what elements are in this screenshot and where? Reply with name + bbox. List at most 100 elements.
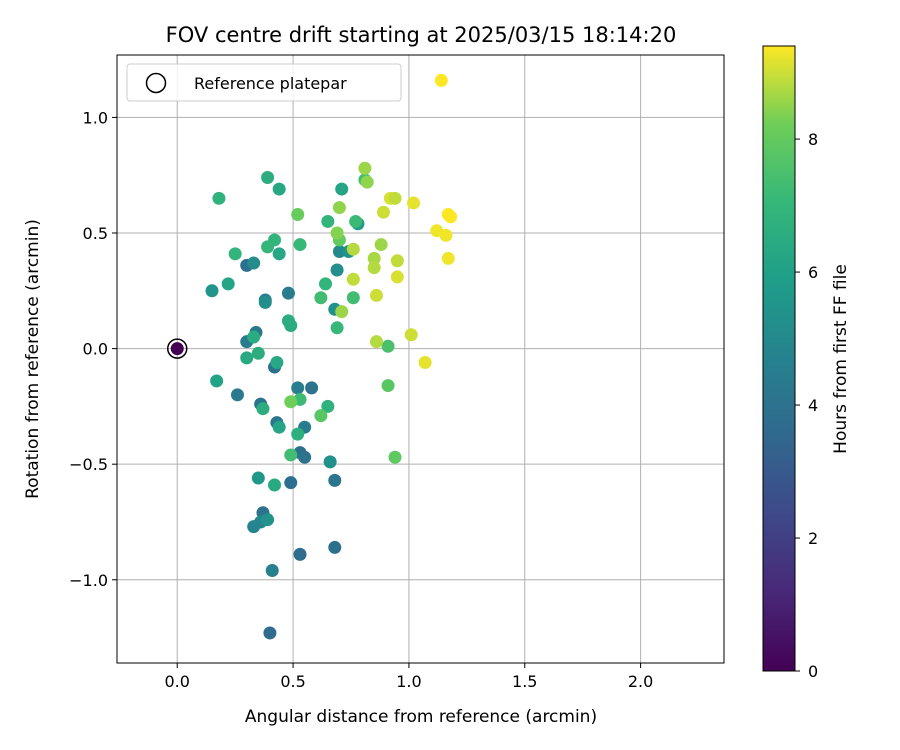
grid [117, 55, 724, 663]
scatter-point [314, 291, 328, 305]
y-tick-label: −0.5 [69, 455, 108, 474]
x-tick-label: 0.0 [165, 672, 190, 691]
scatter-point [439, 228, 453, 242]
colorbar-tick-label: 2 [808, 529, 818, 548]
y-axis: −1.0 −0.5 0.0 0.5 1.0 [69, 108, 117, 590]
scatter-point [291, 381, 305, 395]
scatter-point [434, 73, 448, 87]
scatter-point [272, 420, 286, 434]
scatter-point [314, 409, 328, 423]
scatter-point [305, 381, 319, 395]
scatter-point [284, 476, 298, 490]
legend: Reference platepar [126, 63, 402, 102]
scatter-point [293, 547, 307, 561]
scatter-point [270, 355, 284, 369]
colorbar-gradient [763, 46, 795, 671]
scatter-point [210, 374, 224, 388]
scatter-point [321, 214, 335, 228]
scatter-point [360, 175, 374, 189]
scatter-point [268, 478, 282, 492]
scatter-point [444, 210, 458, 224]
scatter-point [240, 351, 254, 365]
scatter-point [376, 205, 390, 219]
scatter-point [298, 450, 312, 464]
scatter-point [332, 201, 346, 215]
scatter-point [321, 399, 335, 413]
scatter-point [272, 247, 286, 261]
reference-point [170, 342, 184, 356]
scatter-point [247, 520, 261, 534]
scatter-point [284, 395, 298, 409]
scatter-point [388, 450, 402, 464]
y-tick-label: −1.0 [69, 571, 108, 590]
scatter-point [319, 277, 333, 291]
scatter-point [441, 251, 455, 265]
scatter-point [281, 286, 295, 300]
scatter-point [251, 346, 265, 360]
x-tick-label: 0.5 [280, 672, 305, 691]
colorbar-tick-label: 0 [808, 662, 818, 681]
y-axis-label: Rotation from reference (arcmin) [23, 219, 43, 499]
scatter-point [404, 328, 418, 342]
scatter-point [381, 339, 395, 353]
x-tick-label: 1.5 [512, 672, 537, 691]
scatter-point [407, 196, 421, 210]
scatter-point [332, 245, 346, 259]
scatter-point [256, 402, 270, 416]
scatter-point [230, 388, 244, 402]
legend-box [126, 63, 402, 102]
scatter-point [284, 448, 298, 462]
plot-frame [116, 54, 725, 664]
scatter-point [291, 208, 305, 222]
scatter-point [381, 379, 395, 393]
scatter-point [251, 471, 265, 485]
scatter-point [212, 191, 226, 205]
scatter-point [205, 284, 219, 298]
scatter-point [390, 254, 404, 268]
scatter-point [330, 226, 344, 240]
scatter-point [367, 261, 381, 275]
scatter-point [323, 455, 337, 469]
scatter-point [272, 182, 286, 196]
scatter-point [346, 272, 360, 286]
scatter-point [369, 288, 383, 302]
scatter-point [293, 238, 307, 252]
scatter-point [335, 182, 349, 196]
scatter-point [268, 233, 282, 247]
scatter-point [258, 295, 272, 309]
scatter-point [346, 291, 360, 305]
scatter-point [291, 427, 305, 441]
scatter-point [328, 540, 342, 554]
y-tick-label: 1.0 [83, 108, 108, 127]
scatter-point [265, 564, 279, 578]
x-tick-label: 2.0 [628, 672, 653, 691]
scatter-point [335, 305, 349, 319]
scatter-point [358, 161, 372, 175]
scatter-point [284, 318, 298, 332]
scatter-point [328, 473, 342, 487]
x-axis-label: Angular distance from reference (arcmin) [245, 707, 597, 727]
scatter-point [374, 238, 388, 252]
colorbar-tick-label: 4 [808, 396, 818, 415]
colorbar-label: Hours from first FF file [831, 264, 851, 454]
legend-marker-reference [145, 72, 167, 94]
colorbar-tick-label: 8 [808, 130, 818, 149]
scatter-point [349, 214, 363, 228]
scatter-point [418, 355, 432, 369]
chart-title: FOV centre drift starting at 2025/03/15 … [166, 23, 677, 47]
scatter-point [390, 270, 404, 284]
scatter-point [247, 256, 261, 270]
colorbar-frame [762, 45, 796, 672]
y-tick-label: 0.5 [83, 224, 108, 243]
scatter-point [388, 191, 402, 205]
y-tick-label: 0.0 [83, 340, 108, 359]
scatter-point [247, 330, 261, 344]
scatter-point [221, 277, 235, 291]
scatter-points [166, 73, 458, 640]
scatter-point [367, 251, 381, 265]
scatter-point [330, 263, 344, 277]
scatter-point [261, 171, 275, 185]
scatter-point [369, 335, 383, 349]
